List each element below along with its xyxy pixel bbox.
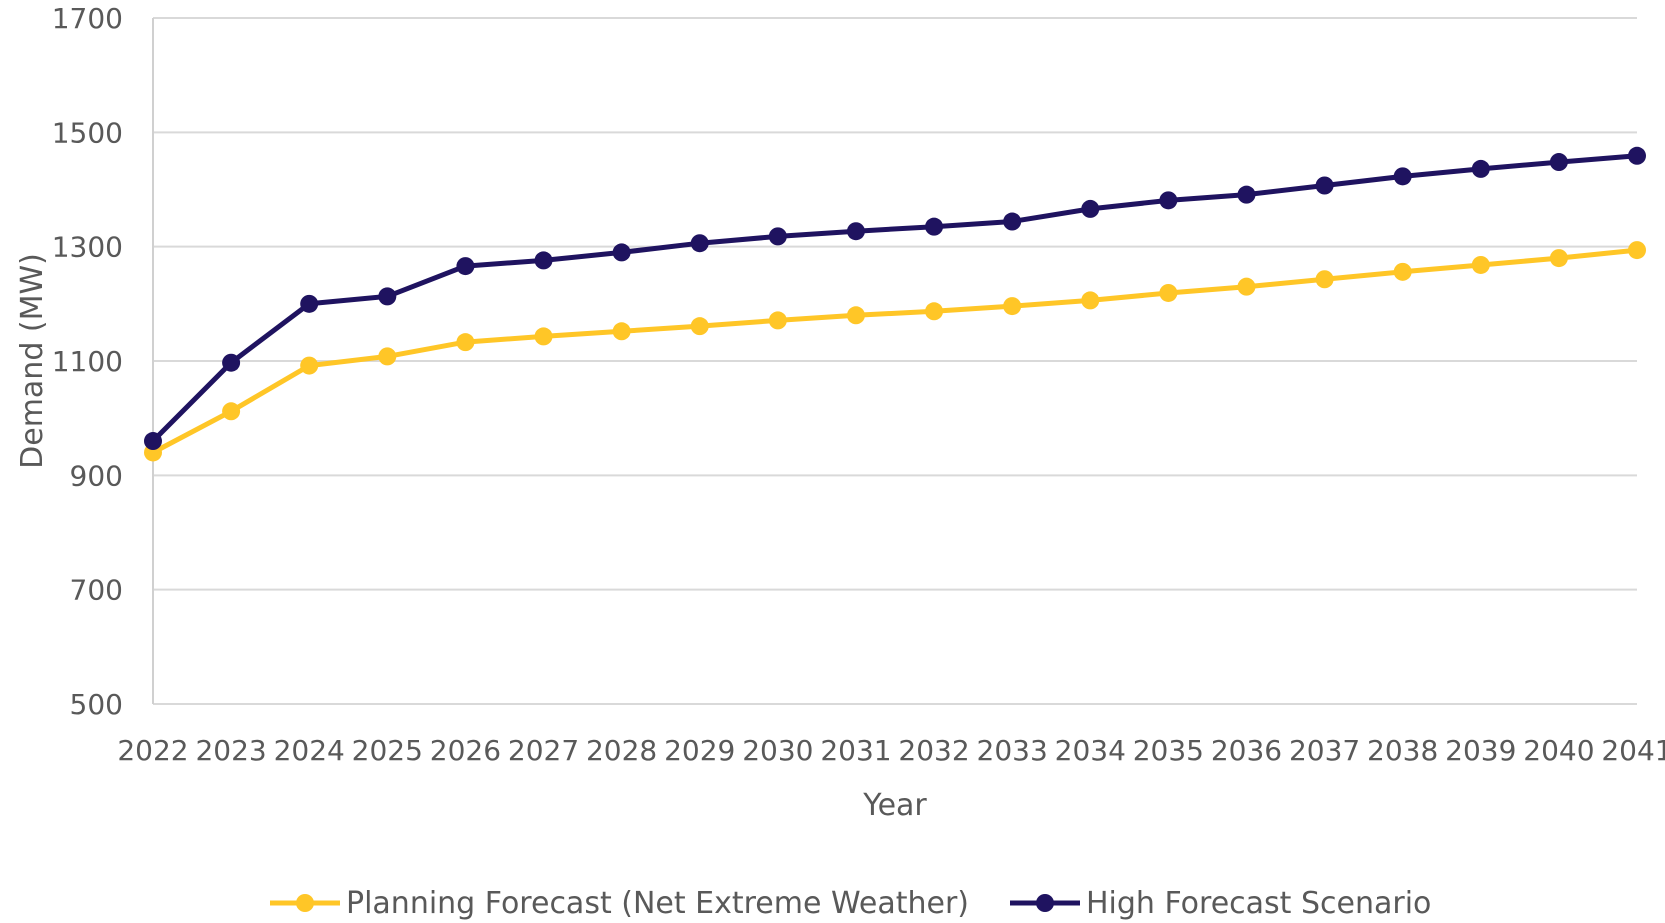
data-point	[1628, 146, 1646, 165]
series-1	[144, 241, 1646, 462]
data-point	[1159, 283, 1178, 302]
data-point	[222, 353, 241, 372]
data-point	[300, 356, 319, 375]
x-tick-label: 2034	[1055, 734, 1126, 767]
data-point	[1237, 185, 1256, 204]
x-tick-labels: 2022 2023 2024 2025 2026 2027 2028 2029 2030 2031…	[117, 734, 1665, 767]
x-tick-label: 2030	[742, 734, 813, 767]
x-tick-label: 2036	[1211, 734, 1282, 767]
legend-label: High Forecast Scenario	[1086, 886, 1431, 921]
data-point	[768, 227, 787, 246]
gridlines	[153, 17, 1637, 705]
x-tick-label: 2027	[508, 734, 579, 767]
x-tick-label: 2031	[820, 734, 891, 767]
legend-item-1: Planning Forecast (Net Extreme Weather)	[270, 886, 969, 921]
data-point	[925, 302, 944, 321]
data-point	[846, 222, 865, 241]
y-tick-label: 500	[70, 688, 123, 721]
legend-item-2: High Forecast Scenario	[1010, 886, 1431, 921]
x-tick-label: 2025	[352, 734, 423, 767]
series-2	[144, 146, 1646, 451]
data-point	[612, 322, 631, 341]
data-point	[1549, 249, 1568, 268]
series-lines	[144, 146, 1646, 462]
x-tick-label: 2029	[664, 734, 735, 767]
y-tick-label: 1300	[52, 231, 123, 264]
x-tick-label: 2022	[117, 734, 188, 767]
data-point	[612, 243, 631, 262]
data-point	[1159, 191, 1178, 210]
x-tick-label: 2040	[1523, 734, 1594, 767]
data-point	[1237, 277, 1256, 296]
y-axis-title: Demand (MW)	[15, 253, 50, 469]
data-point	[690, 234, 709, 253]
data-point	[925, 217, 944, 236]
x-tick-label: 2023	[195, 734, 266, 767]
x-tick-label: 2028	[586, 734, 657, 767]
data-point	[456, 333, 475, 352]
data-point	[456, 257, 475, 276]
data-point	[768, 311, 787, 330]
data-point	[222, 402, 241, 421]
x-tick-label: 2039	[1445, 734, 1516, 767]
series-line	[151, 247, 1638, 455]
data-point	[690, 317, 709, 336]
data-point	[1471, 255, 1490, 274]
data-point	[144, 432, 162, 451]
data-point	[534, 251, 553, 270]
legend: Planning Forecast (Net Extreme Weather) H…	[270, 886, 1431, 921]
data-point	[1003, 297, 1022, 316]
y-tick-label: 700	[70, 574, 123, 607]
data-point	[1315, 270, 1334, 289]
x-tick-label: 2038	[1367, 734, 1438, 767]
data-point	[1003, 212, 1022, 231]
x-tick-label: 2035	[1133, 734, 1204, 767]
data-point	[1471, 159, 1490, 178]
legend-label: Planning Forecast (Net Extreme Weather)	[346, 886, 969, 921]
x-tick-label: 2026	[430, 734, 501, 767]
data-point	[534, 327, 553, 346]
y-tick-label: 1100	[52, 345, 123, 378]
y-tick-labels: 500 700 900 1100 1300 1500 1700	[52, 2, 123, 721]
data-point	[846, 306, 865, 325]
data-point	[1081, 291, 1100, 310]
x-axis-title: Year	[862, 788, 927, 823]
data-point	[1549, 153, 1568, 172]
data-point	[1393, 262, 1412, 281]
data-point	[1081, 199, 1100, 218]
series-line	[151, 153, 1638, 443]
data-point	[300, 294, 319, 313]
x-tick-label: 2041	[1601, 734, 1665, 767]
y-tick-label: 1700	[52, 2, 123, 35]
data-point	[378, 347, 397, 366]
x-tick-label: 2033	[977, 734, 1048, 767]
y-tick-label: 900	[70, 459, 123, 492]
x-tick-label: 2024	[274, 734, 345, 767]
data-point	[1628, 241, 1646, 260]
legend-swatch-marker	[296, 894, 314, 912]
data-point	[1315, 176, 1334, 195]
data-point	[378, 287, 397, 306]
legend-swatch-marker	[1036, 894, 1054, 912]
x-tick-label: 2037	[1289, 734, 1360, 767]
data-point	[1393, 167, 1412, 186]
y-tick-label: 1500	[52, 116, 123, 149]
x-tick-label: 2032	[898, 734, 969, 767]
